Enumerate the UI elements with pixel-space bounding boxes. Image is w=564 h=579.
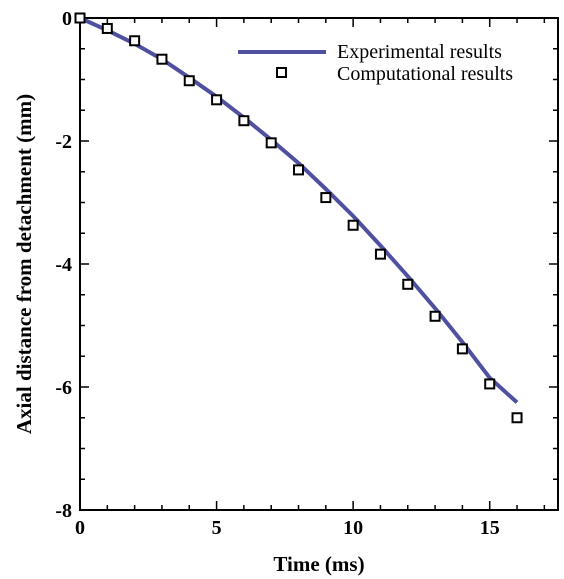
data-point-computational bbox=[429, 310, 441, 322]
data-point-computational bbox=[129, 35, 141, 47]
series-line-experimental bbox=[79, 16, 519, 404]
data-point-computational bbox=[374, 248, 386, 260]
y-tick-label: -8 bbox=[55, 500, 72, 522]
legend-square-marker bbox=[276, 67, 287, 78]
series-layer bbox=[74, 12, 523, 424]
axis-ticks bbox=[79, 17, 558, 511]
data-point-computational bbox=[402, 278, 414, 290]
data-point-computational bbox=[320, 192, 332, 204]
x-tick-label: 0 bbox=[75, 517, 85, 539]
x-tick-label: 5 bbox=[212, 517, 222, 539]
legend-label-computational: Computational results bbox=[337, 63, 513, 85]
x-tick-label: 15 bbox=[480, 517, 500, 539]
data-point-computational bbox=[238, 115, 250, 127]
data-point-computational bbox=[511, 412, 523, 424]
data-point-computational bbox=[156, 53, 168, 65]
data-point-computational bbox=[456, 343, 468, 355]
plot-frame bbox=[79, 17, 559, 511]
x-axis-title: Time (ms) bbox=[273, 552, 364, 576]
y-tick-label: -2 bbox=[55, 131, 72, 153]
y-axis-title: Axial distance from detachment (mm) bbox=[12, 94, 36, 434]
data-point-computational bbox=[484, 378, 496, 390]
data-point-computational bbox=[74, 12, 86, 24]
data-point-computational bbox=[347, 219, 359, 231]
y-tick-label: 0 bbox=[62, 8, 72, 30]
data-point-computational bbox=[265, 137, 277, 149]
tick-labels: 0 5 10 15 0 -2 -4 -6 -8 bbox=[55, 8, 499, 539]
y-tick-label: -4 bbox=[55, 254, 72, 276]
data-point-computational bbox=[211, 94, 223, 106]
data-point-computational bbox=[183, 75, 195, 87]
legend-label-experimental: Experimental results bbox=[337, 41, 502, 63]
legend: Experimental results Computational resul… bbox=[238, 41, 513, 85]
x-tick-label: 10 bbox=[343, 517, 363, 539]
data-point-computational bbox=[293, 164, 305, 176]
y-tick-label: -6 bbox=[55, 377, 72, 399]
data-point-computational bbox=[101, 22, 113, 34]
